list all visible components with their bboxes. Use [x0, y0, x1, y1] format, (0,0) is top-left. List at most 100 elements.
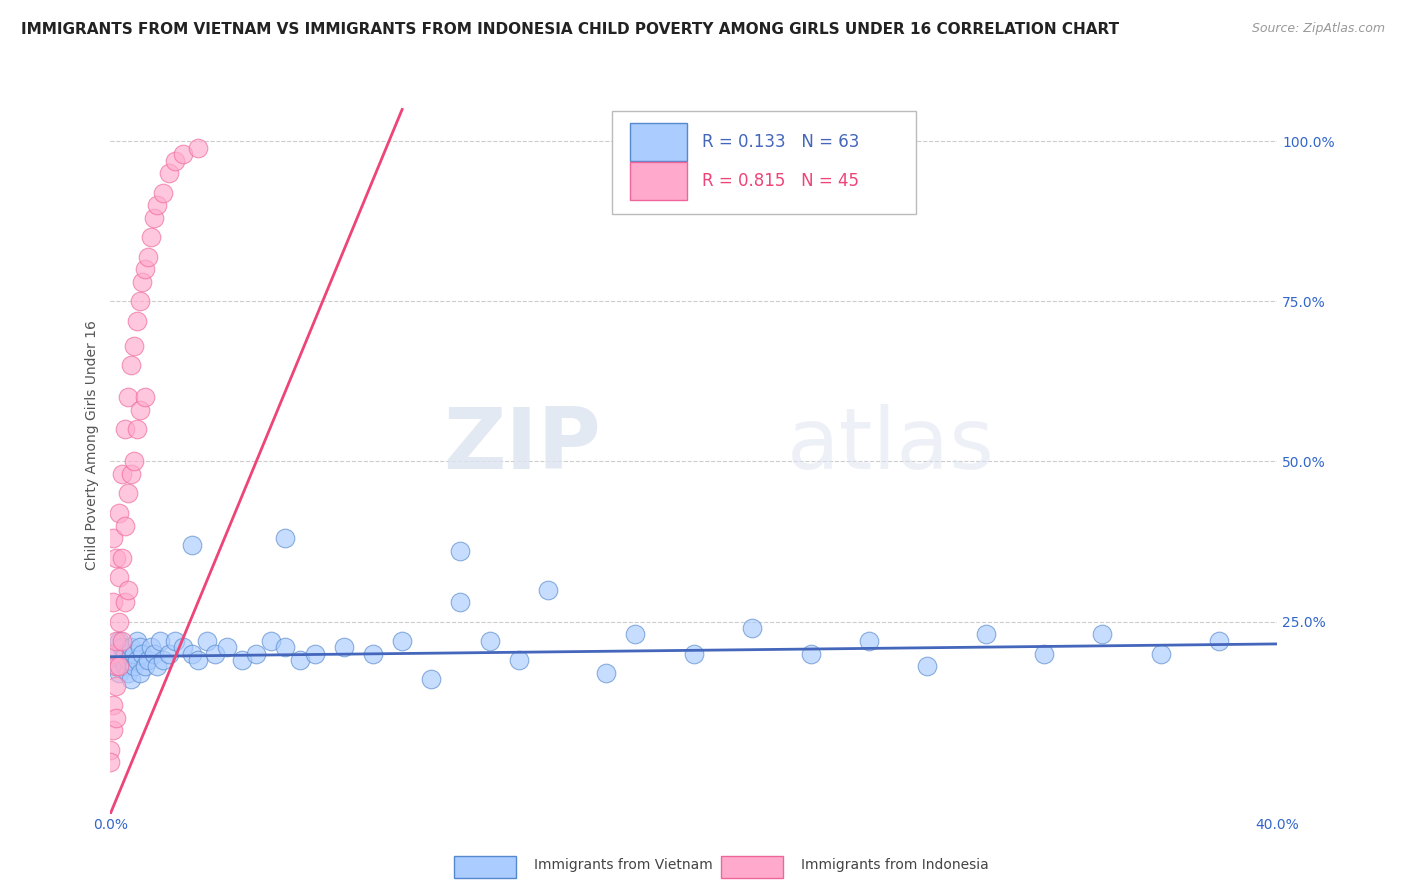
Point: [117, 391, 139, 405]
Point: [108, 615, 131, 629]
Point: [122, 647, 145, 661]
Point: [195, 633, 218, 648]
Point: [141, 230, 163, 244]
Point: [103, 531, 125, 545]
Point: [274, 531, 297, 545]
Point: [108, 665, 131, 680]
Point: [915, 659, 938, 673]
Point: [157, 647, 180, 661]
Text: R = 0.815   N = 45: R = 0.815 N = 45: [702, 172, 859, 190]
Point: [103, 698, 125, 712]
Point: [120, 672, 142, 686]
Text: Source: ZipAtlas.com: Source: ZipAtlas.com: [1251, 22, 1385, 36]
Point: [172, 147, 194, 161]
Point: [120, 467, 142, 482]
Point: [125, 422, 148, 436]
Point: [108, 570, 131, 584]
Point: [111, 550, 134, 565]
Point: [450, 544, 472, 558]
Point: [274, 640, 297, 654]
Point: [231, 653, 253, 667]
Point: [152, 653, 174, 667]
Point: [478, 633, 501, 648]
Point: [595, 665, 617, 680]
Point: [172, 640, 194, 654]
Point: [103, 595, 125, 609]
Point: [204, 647, 226, 661]
Point: [1032, 647, 1054, 661]
Point: [799, 647, 821, 661]
Text: atlas: atlas: [787, 404, 995, 487]
Point: [157, 166, 180, 180]
Point: [111, 633, 134, 648]
Point: [122, 339, 145, 353]
Point: [152, 186, 174, 200]
Point: [122, 659, 145, 673]
Point: [117, 582, 139, 597]
Point: [187, 653, 209, 667]
Point: [105, 659, 128, 673]
FancyBboxPatch shape: [612, 111, 915, 213]
Point: [974, 627, 997, 641]
Point: [114, 647, 136, 661]
Point: [105, 710, 128, 724]
Point: [111, 467, 134, 482]
Point: [149, 633, 172, 648]
FancyBboxPatch shape: [630, 162, 688, 201]
Point: [333, 640, 356, 654]
Point: [245, 647, 267, 661]
Point: [125, 633, 148, 648]
Point: [125, 653, 148, 667]
Point: [105, 633, 128, 648]
Point: [181, 647, 204, 661]
Text: IMMIGRANTS FROM VIETNAM VS IMMIGRANTS FROM INDONESIA CHILD POVERTY AMONG GIRLS U: IMMIGRANTS FROM VIETNAM VS IMMIGRANTS FR…: [21, 22, 1119, 37]
Point: [128, 294, 150, 309]
Point: [187, 141, 209, 155]
Point: [128, 640, 150, 654]
Point: [858, 633, 880, 648]
Point: [122, 454, 145, 468]
Point: [111, 640, 134, 654]
Point: [131, 647, 153, 661]
Point: [103, 647, 125, 661]
Point: [624, 627, 647, 641]
Point: [1208, 633, 1230, 648]
Point: [361, 647, 384, 661]
Point: [120, 640, 142, 654]
Point: [108, 633, 131, 648]
Y-axis label: Child Poverty Among Girls Under 16: Child Poverty Among Girls Under 16: [86, 320, 100, 570]
Point: [260, 633, 283, 648]
Point: [108, 659, 131, 673]
Point: [163, 633, 186, 648]
Point: [131, 275, 153, 289]
Point: [741, 621, 763, 635]
Point: [114, 422, 136, 436]
Point: [117, 665, 139, 680]
Point: [134, 659, 156, 673]
Point: [103, 723, 125, 738]
Point: [134, 391, 156, 405]
Point: [114, 595, 136, 609]
Text: R = 0.133   N = 63: R = 0.133 N = 63: [702, 133, 859, 152]
Point: [450, 595, 472, 609]
Point: [141, 640, 163, 654]
Point: [217, 640, 239, 654]
Point: [1091, 627, 1114, 641]
Point: [103, 647, 125, 661]
Point: [114, 659, 136, 673]
Point: [143, 211, 166, 226]
Point: [288, 653, 311, 667]
Point: [128, 665, 150, 680]
Point: [117, 653, 139, 667]
Point: [108, 506, 131, 520]
Point: [146, 659, 169, 673]
Point: [304, 647, 326, 661]
Point: [128, 403, 150, 417]
Point: [181, 538, 204, 552]
Point: [138, 653, 160, 667]
Point: [138, 250, 160, 264]
Text: Immigrants from Vietnam: Immigrants from Vietnam: [534, 858, 713, 872]
Point: [134, 262, 156, 277]
Point: [420, 672, 443, 686]
Point: [114, 518, 136, 533]
